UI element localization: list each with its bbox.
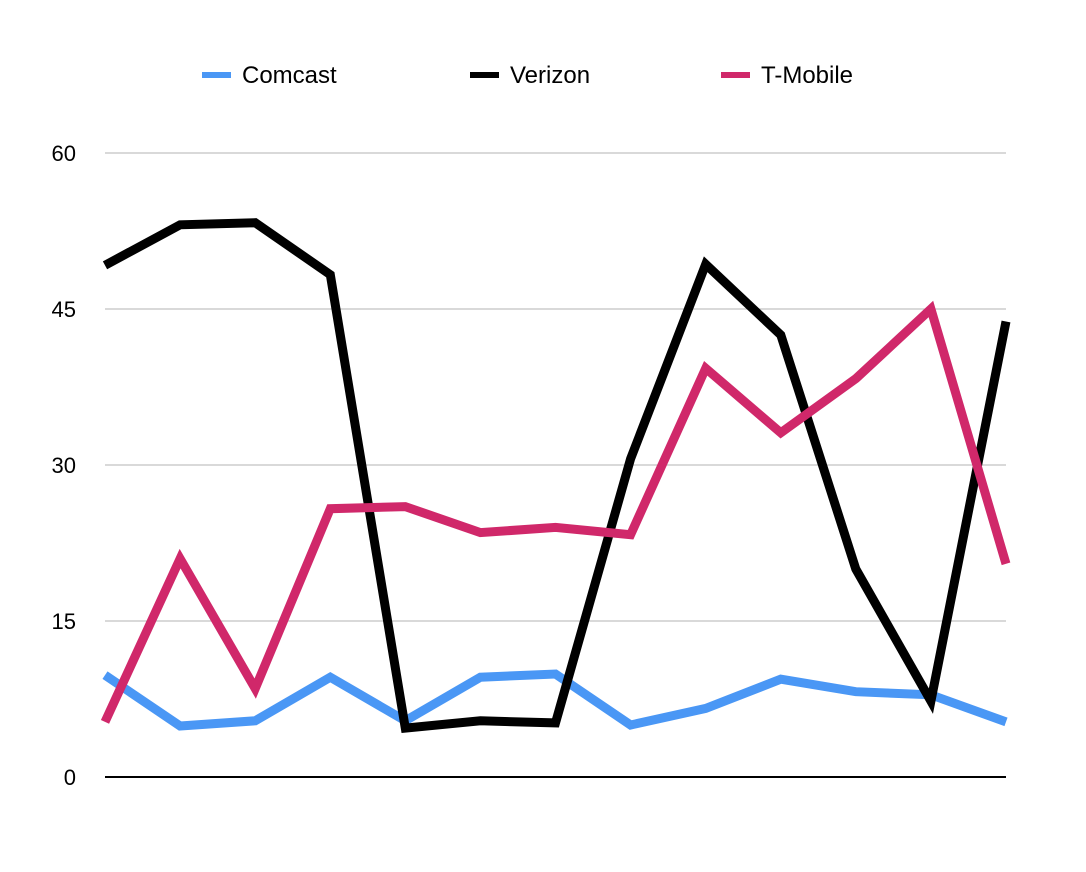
series-line-comcast	[102, 669, 1008, 731]
y-tick-label-60: 60	[52, 141, 76, 166]
legend-label-verizon: Verizon	[510, 62, 590, 89]
legend-label-comcast: Comcast	[242, 62, 337, 89]
legend-label-t-mobile: T-Mobile	[761, 62, 853, 89]
series-lines	[100, 218, 1011, 733]
y-tick-label-45: 45	[52, 297, 76, 322]
series-line-t-mobile	[100, 300, 1011, 724]
y-tick-label-15: 15	[52, 609, 76, 634]
legend: Comcast Verizon T-Mobile	[202, 62, 853, 89]
y-tick-label-30: 30	[52, 453, 76, 478]
series-line-verizon	[102, 218, 1011, 733]
y-tick-label-0: 0	[64, 765, 76, 790]
y-axis-ticks: 0 15 30 45 60	[52, 141, 76, 790]
gridlines	[105, 152, 1006, 778]
